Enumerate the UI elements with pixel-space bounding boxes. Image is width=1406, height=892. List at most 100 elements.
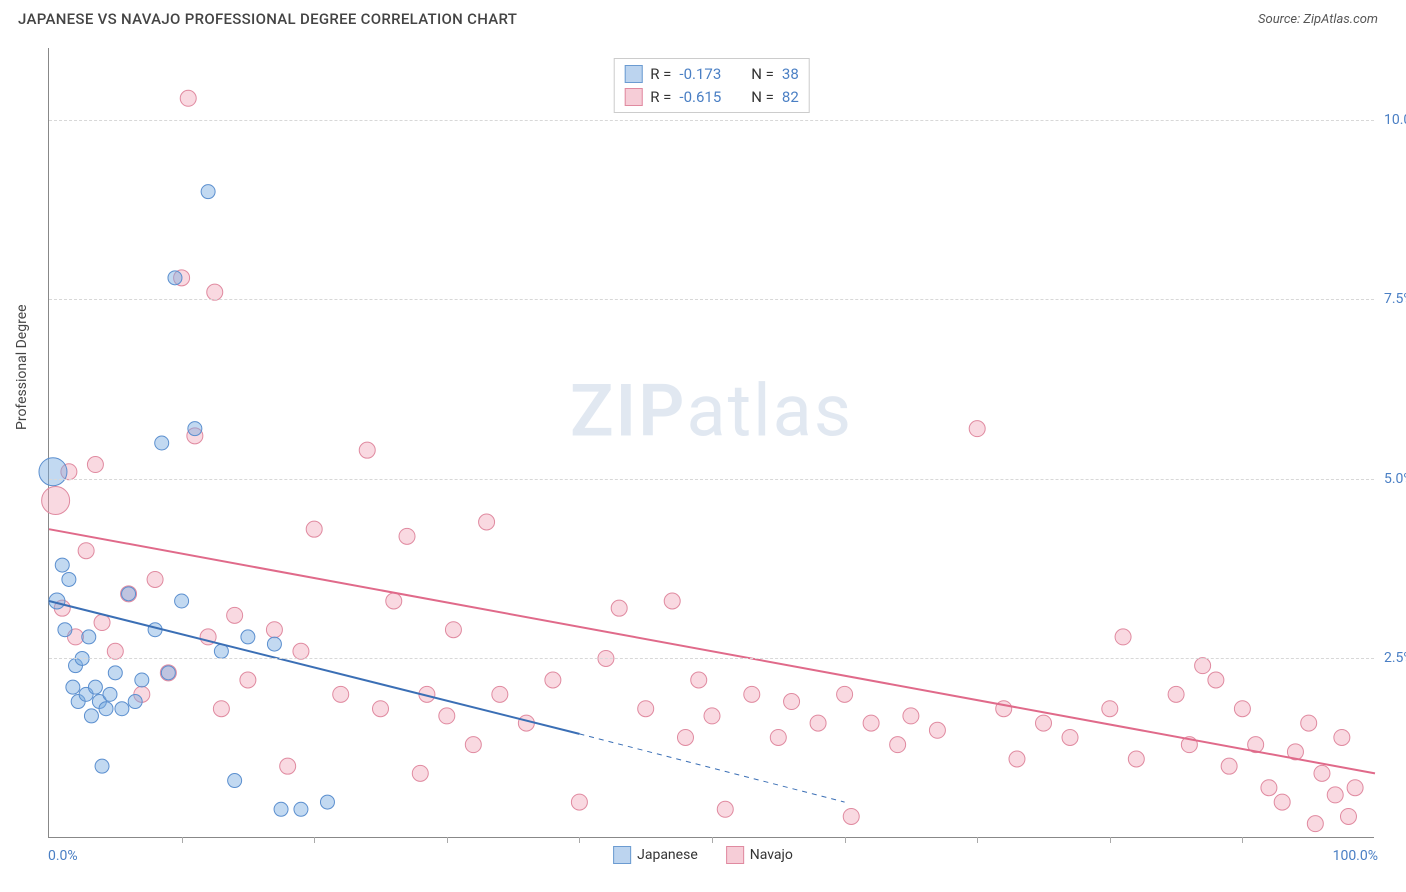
data-point bbox=[188, 422, 202, 436]
x-tick-mark bbox=[977, 837, 978, 843]
legend-swatch bbox=[624, 88, 642, 106]
data-point bbox=[1347, 780, 1363, 796]
data-point bbox=[62, 572, 76, 586]
data-point bbox=[55, 558, 69, 572]
data-point bbox=[969, 421, 985, 437]
data-point bbox=[180, 90, 196, 106]
x-axis-max-label: 100.0% bbox=[1333, 848, 1378, 864]
data-point bbox=[1340, 808, 1356, 824]
data-point bbox=[863, 715, 879, 731]
data-point bbox=[704, 708, 720, 724]
x-tick-mark bbox=[447, 837, 448, 843]
x-axis-min-label: 0.0% bbox=[48, 848, 78, 864]
grid-line bbox=[49, 299, 1374, 300]
data-point bbox=[147, 571, 163, 587]
data-point bbox=[1314, 765, 1330, 781]
data-point bbox=[103, 687, 117, 701]
data-point bbox=[890, 737, 906, 753]
correlation-legend-row: R = -0.615N = 82 bbox=[624, 86, 799, 109]
data-point bbox=[571, 794, 587, 810]
grid-line bbox=[49, 120, 1374, 121]
data-point bbox=[107, 643, 123, 659]
y-tick-label: 10.0% bbox=[1384, 112, 1406, 128]
data-point bbox=[241, 630, 255, 644]
y-tick-label: 7.5% bbox=[1384, 291, 1406, 307]
plot-svg bbox=[49, 48, 1374, 837]
x-tick-mark bbox=[314, 837, 315, 843]
data-point bbox=[465, 737, 481, 753]
grid-line bbox=[49, 479, 1374, 480]
data-point bbox=[280, 758, 296, 774]
x-tick-mark bbox=[712, 837, 713, 843]
x-tick-mark bbox=[845, 837, 846, 843]
series-label: Navajo bbox=[750, 847, 793, 863]
data-point bbox=[274, 802, 288, 816]
data-point bbox=[201, 185, 215, 199]
series-legend-item: Navajo bbox=[726, 846, 793, 864]
chart-header: JAPANESE VS NAVAJO PROFESSIONAL DEGREE C… bbox=[0, 0, 1406, 34]
data-point bbox=[1327, 787, 1343, 803]
data-point bbox=[399, 528, 415, 544]
data-point bbox=[294, 802, 308, 816]
data-point bbox=[744, 686, 760, 702]
data-point bbox=[306, 521, 322, 537]
data-point bbox=[1274, 794, 1290, 810]
data-point bbox=[266, 622, 282, 638]
data-point bbox=[293, 643, 309, 659]
data-point bbox=[1128, 751, 1144, 767]
data-point bbox=[770, 729, 786, 745]
data-point bbox=[1168, 686, 1184, 702]
data-point bbox=[479, 514, 495, 530]
x-tick-mark bbox=[1242, 837, 1243, 843]
data-point bbox=[58, 623, 72, 637]
correlation-legend: R = -0.173N = 38R = -0.615N = 82 bbox=[613, 58, 810, 113]
data-point bbox=[1195, 658, 1211, 674]
data-point bbox=[1115, 629, 1131, 645]
data-point bbox=[1221, 758, 1237, 774]
data-point bbox=[691, 672, 707, 688]
data-point bbox=[175, 594, 189, 608]
data-point bbox=[87, 457, 103, 473]
data-point bbox=[168, 271, 182, 285]
trend-line bbox=[49, 601, 579, 734]
data-point bbox=[843, 808, 859, 824]
data-point bbox=[638, 701, 654, 717]
data-point bbox=[1261, 780, 1277, 796]
chart-plot-area: ZIPatlas R = -0.173N = 38R = -0.615N = 8… bbox=[48, 48, 1374, 838]
data-point bbox=[439, 708, 455, 724]
data-point bbox=[1036, 715, 1052, 731]
data-point bbox=[1234, 701, 1250, 717]
data-point bbox=[267, 637, 281, 651]
data-point bbox=[207, 284, 223, 300]
data-point bbox=[227, 607, 243, 623]
y-axis-label: Professional Degree bbox=[14, 304, 30, 430]
data-point bbox=[84, 709, 98, 723]
data-point bbox=[122, 587, 136, 601]
data-point bbox=[1009, 751, 1025, 767]
y-tick-label: 2.5% bbox=[1384, 650, 1406, 666]
data-point bbox=[359, 442, 375, 458]
data-point bbox=[1307, 816, 1323, 832]
data-point bbox=[810, 715, 826, 731]
data-point bbox=[78, 543, 94, 559]
data-point bbox=[135, 673, 149, 687]
data-point bbox=[412, 765, 428, 781]
data-point bbox=[1102, 701, 1118, 717]
data-point bbox=[82, 630, 96, 644]
data-point bbox=[42, 486, 70, 514]
data-point bbox=[333, 686, 349, 702]
legend-swatch bbox=[726, 846, 744, 864]
data-point bbox=[115, 702, 129, 716]
n-label: N = bbox=[751, 63, 774, 86]
legend-swatch bbox=[613, 846, 631, 864]
data-point bbox=[386, 593, 402, 609]
data-point bbox=[492, 686, 508, 702]
series-legend-item: Japanese bbox=[613, 846, 698, 864]
data-point bbox=[518, 715, 534, 731]
data-point bbox=[837, 686, 853, 702]
data-point bbox=[228, 774, 242, 788]
data-point bbox=[213, 701, 229, 717]
correlation-legend-row: R = -0.173N = 38 bbox=[624, 63, 799, 86]
y-tick-label: 5.0% bbox=[1384, 471, 1406, 487]
legend-swatch bbox=[624, 65, 642, 83]
